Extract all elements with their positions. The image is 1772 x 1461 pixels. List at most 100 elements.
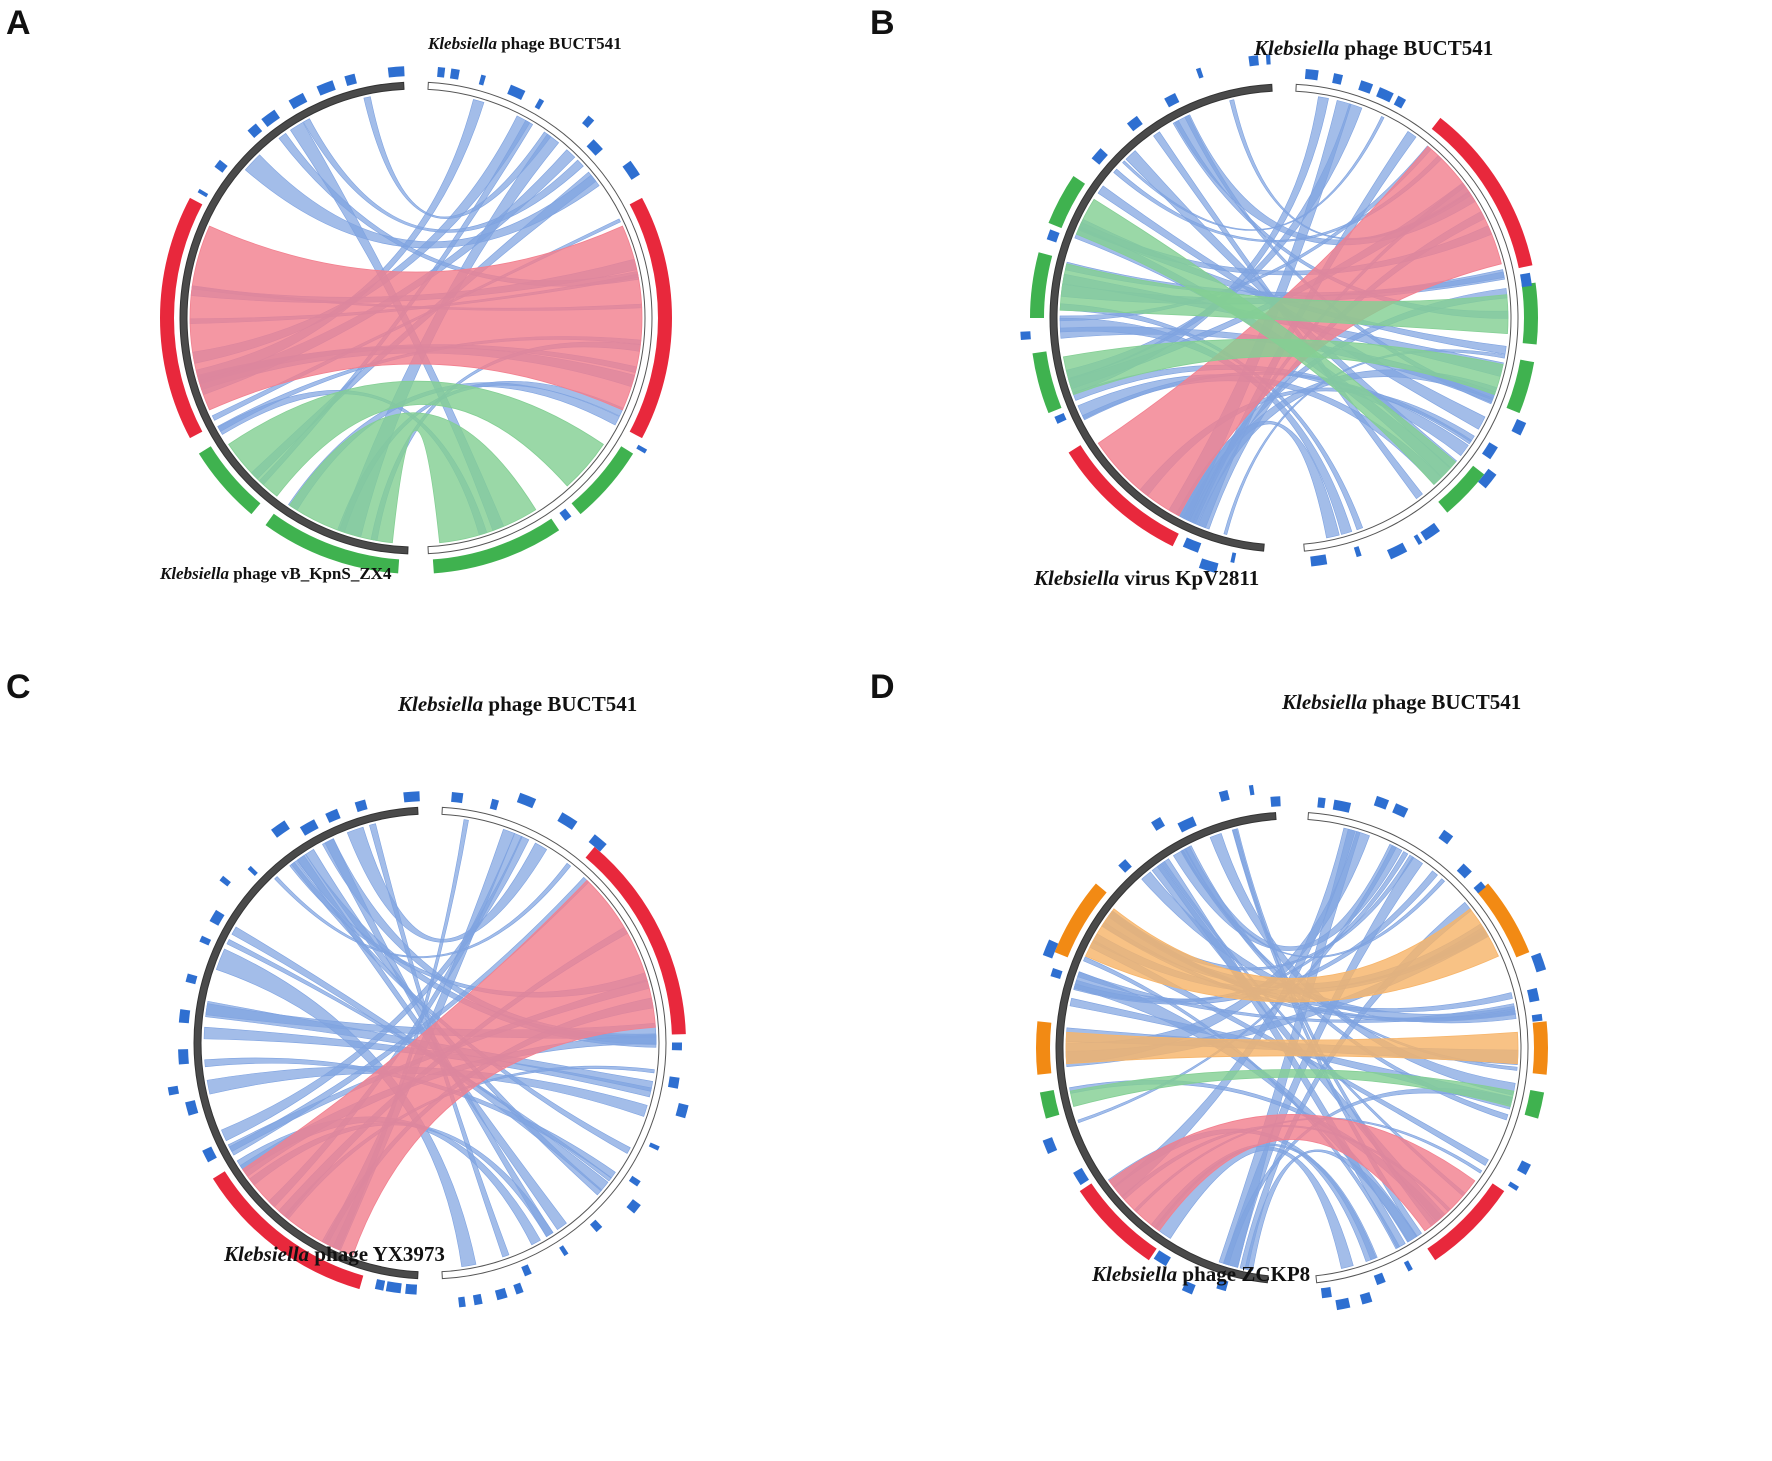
gene-block — [1373, 795, 1390, 810]
gene-block — [1177, 816, 1197, 833]
gene-block — [1473, 881, 1486, 894]
gene-block — [199, 935, 212, 946]
gene-block — [1073, 1167, 1089, 1186]
synteny-segment — [1036, 1021, 1052, 1075]
gene-block — [178, 1049, 189, 1065]
top-genome-ring — [427, 81, 653, 555]
colored-link — [1069, 1069, 1515, 1107]
gene-block — [589, 1219, 603, 1233]
gene-block — [405, 1283, 418, 1295]
blue-link — [1222, 1087, 1513, 1266]
gene-block — [1091, 148, 1108, 165]
gene-block — [1020, 331, 1031, 341]
gene-block — [247, 123, 263, 139]
bottom-genome-ring — [179, 81, 409, 555]
gene-block — [1198, 558, 1219, 574]
synteny-segment — [160, 197, 203, 439]
blue-link — [244, 154, 600, 249]
gene-block — [1054, 412, 1067, 424]
bottom-genome-label: Klebsiella virus KpV2811 — [1034, 566, 1260, 590]
gene-block — [472, 1293, 483, 1306]
gene-block — [636, 444, 648, 454]
synteny-segment — [1431, 117, 1533, 269]
gene-block — [1181, 1281, 1196, 1295]
top-genome-label: Klebsiella phage BUCT541 — [1282, 690, 1522, 714]
gene-block — [1216, 1278, 1229, 1292]
bottom-genome-ring — [1055, 812, 1277, 1284]
circos-plot — [167, 791, 689, 1308]
gene-block — [513, 1282, 524, 1295]
bottom-genome-label: Klebsiella phage ZCKP8 — [1092, 1262, 1311, 1286]
gene-block — [1516, 1160, 1531, 1175]
gene-block — [403, 791, 420, 803]
panel-c: C Klebsiella phage BUCT541 Klebsiella ph… — [0, 668, 886, 1460]
blue-link — [1082, 372, 1473, 445]
colored-link — [1062, 338, 1504, 396]
gene-block — [1332, 73, 1344, 85]
panel-label: A — [6, 4, 31, 42]
gene-block — [374, 1279, 386, 1291]
gene-block — [1317, 797, 1326, 809]
colored-link — [289, 412, 537, 544]
gene-block — [1118, 859, 1132, 873]
gene-block — [507, 84, 526, 100]
panel-label: C — [6, 668, 31, 706]
blue-link — [1072, 364, 1469, 457]
gene-block — [202, 1146, 217, 1163]
gene-block — [1420, 522, 1441, 541]
gene-block — [588, 834, 607, 852]
gene-block — [1248, 784, 1255, 796]
gene-block — [1386, 542, 1408, 560]
gene-block — [1481, 442, 1498, 460]
panel-a: A Klebsiella phage BUCT541 Klebsiella ph… — [0, 0, 886, 730]
gene-block — [449, 68, 460, 80]
gene-block — [1248, 55, 1259, 67]
top-genome-label: Klebsiella phage BUCT541 — [428, 34, 622, 53]
gene-block — [1392, 803, 1409, 818]
synteny-segment — [1521, 282, 1538, 345]
panel-label: B — [870, 4, 895, 42]
panel-b: B Klebsiella phage BUCT541 Klebsiella vi… — [870, 0, 1772, 730]
gene-block — [1304, 68, 1319, 81]
synteny-segment — [265, 513, 400, 574]
gene-block — [1438, 829, 1454, 845]
gene-block — [489, 798, 500, 811]
gene-block — [1507, 1181, 1519, 1191]
gene-block — [1456, 863, 1472, 879]
gene-block — [582, 115, 595, 128]
blue-link — [1168, 100, 1352, 521]
gene-block — [1151, 817, 1166, 831]
synteny-segment — [198, 446, 261, 515]
blue-link — [1073, 851, 1409, 1003]
gene-block — [671, 1042, 682, 1051]
gene-block — [557, 812, 578, 830]
gene-block — [494, 1287, 508, 1301]
panel-d: D Klebsiella phage BUCT541 Klebsiella ph… — [870, 668, 1772, 1460]
synteny-segment — [1532, 1021, 1548, 1075]
gene-block — [478, 74, 486, 86]
gene-block — [385, 1281, 402, 1294]
top-genome-label: Klebsiella phage BUCT541 — [398, 692, 638, 716]
bottom-genome-label: Klebsiella phage vB_KpnS_ZX4 — [160, 564, 392, 583]
bottom-genome-ring — [193, 806, 419, 1280]
gene-block — [185, 1100, 199, 1116]
gene-block — [185, 973, 198, 985]
gene-block — [288, 92, 308, 110]
colored-link — [242, 879, 656, 1256]
blue-link — [221, 835, 530, 1142]
gene-block — [1520, 272, 1532, 288]
circos-plot — [1036, 784, 1548, 1311]
gene-block — [675, 1103, 689, 1119]
gene-block — [214, 159, 228, 173]
gene-block — [1320, 1286, 1332, 1299]
gene-block — [387, 66, 405, 78]
gene-block — [209, 909, 225, 926]
gene-block — [622, 160, 640, 180]
gene-block — [1332, 799, 1352, 813]
gene-block — [219, 875, 231, 887]
gene-block — [1359, 1292, 1373, 1305]
gene-block — [1478, 468, 1497, 489]
gene-block — [1531, 952, 1547, 973]
gene-block — [1265, 54, 1271, 65]
gene-block — [1376, 87, 1394, 103]
